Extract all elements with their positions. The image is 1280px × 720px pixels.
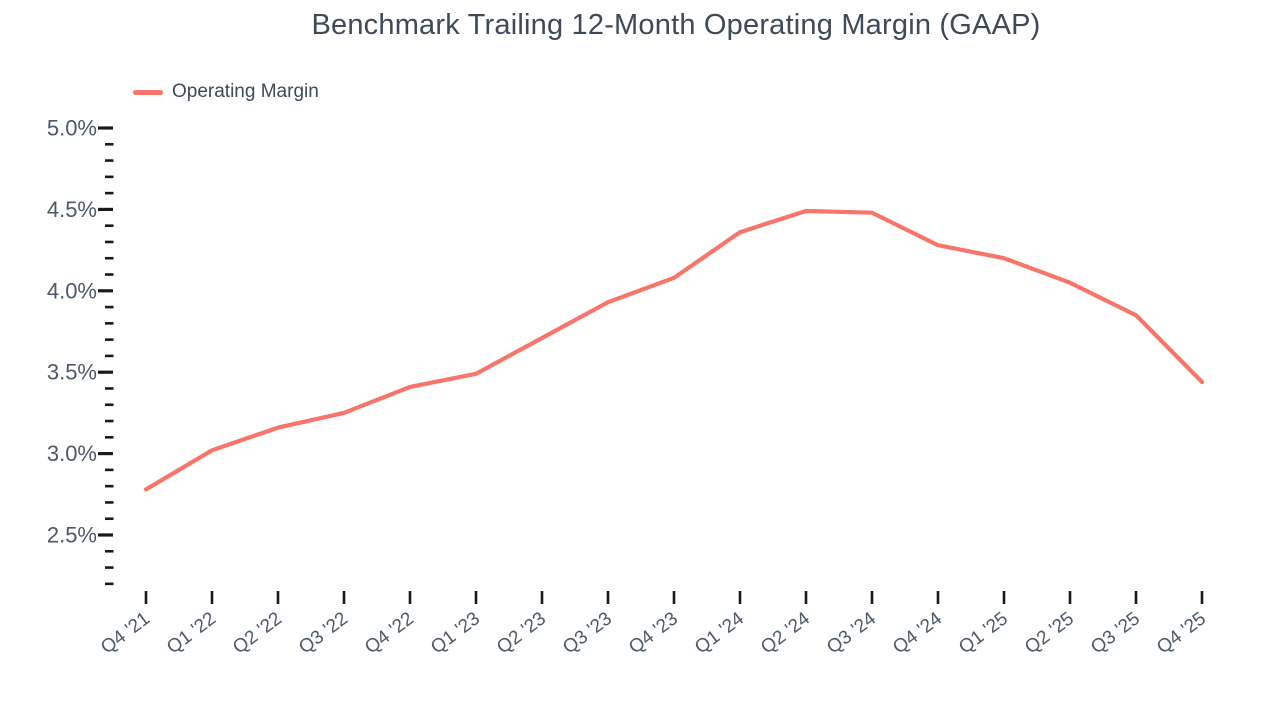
- chart-title: Benchmark Trailing 12-Month Operating Ma…: [311, 9, 1041, 41]
- x-tick-label: Q4 '22: [361, 608, 418, 658]
- x-tick-label: Q4 '21: [97, 608, 154, 658]
- x-tick-label: Q4 '24: [889, 608, 946, 658]
- y-tick-label: 5.0%: [47, 116, 97, 141]
- legend-label-operating-margin: Operating Margin: [172, 81, 319, 102]
- x-tick-label: Q2 '25: [1021, 608, 1078, 658]
- y-tick-label: 2.5%: [47, 523, 97, 548]
- x-tick-label: Q3 '25: [1087, 608, 1144, 658]
- y-tick-label: 3.5%: [47, 360, 97, 385]
- legend-line-swatch: [133, 89, 163, 95]
- x-tick-label: Q1 '24: [691, 608, 748, 658]
- x-tick-label: Q1 '22: [163, 608, 220, 658]
- legend: Operating Margin: [133, 81, 319, 103]
- x-tick-label: Q2 '23: [493, 608, 550, 658]
- x-tick-label: Q2 '24: [757, 608, 814, 658]
- y-axis: 5.0% 4.5% 4.0% 3.5% 3.0% 2.5%: [47, 116, 114, 586]
- y-tick-label: 3.0%: [47, 441, 97, 466]
- x-tick-label: Q3 '22: [295, 608, 352, 658]
- x-axis: Q4 '21 Q1 '22 Q2 '22 Q3 '22 Q4 '22 Q1 '23 Q2 '…: [97, 591, 1210, 658]
- series-line-operating-margin: [143, 208, 1205, 492]
- x-tick-label: Q1 '25: [955, 608, 1012, 658]
- x-tick-label: Q4 '25: [1153, 608, 1210, 658]
- y-tick-label: 4.5%: [47, 197, 97, 222]
- x-tick-label: Q2 '22: [229, 608, 286, 658]
- x-tick-label: Q3 '23: [559, 608, 616, 658]
- x-tick-label: Q3 '24: [823, 608, 880, 658]
- y-tick-label: 4.0%: [47, 278, 97, 303]
- x-tick-label: Q1 '23: [427, 608, 484, 658]
- x-tick-label: Q4 '23: [625, 608, 682, 658]
